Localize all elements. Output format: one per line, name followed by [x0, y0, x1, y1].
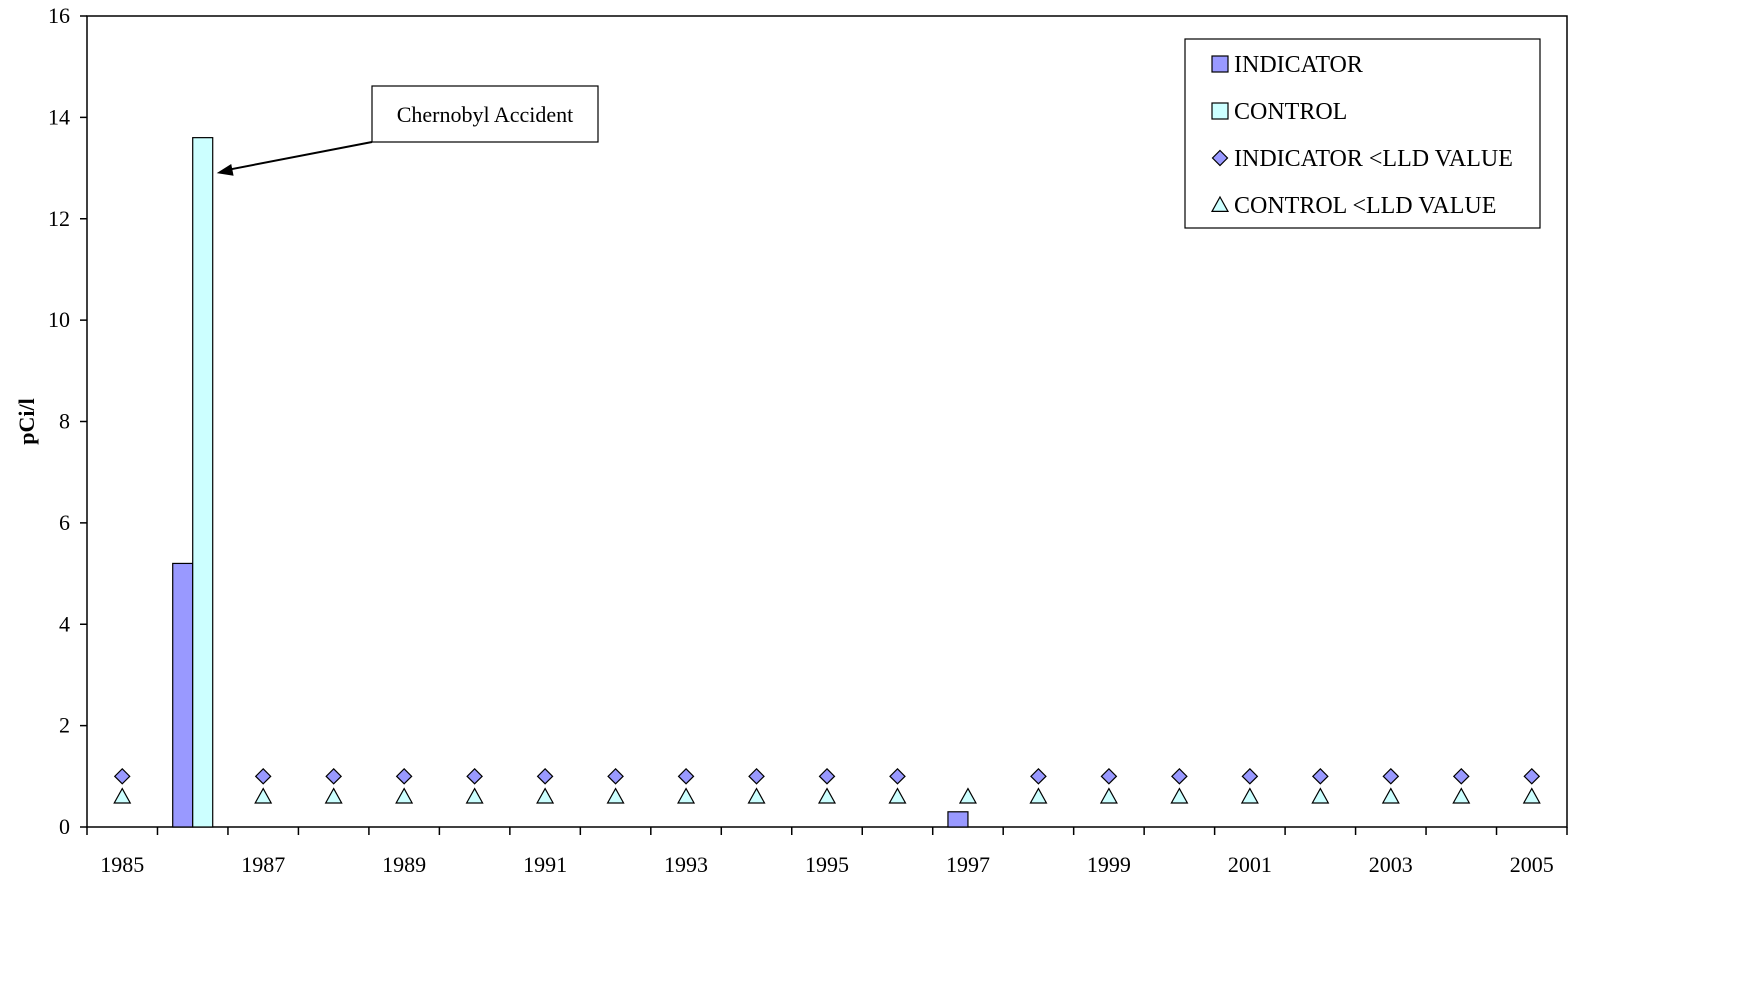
x-tick-label: 1987: [241, 852, 285, 877]
legend-box: [1184, 38, 1541, 229]
marker-indicator-lld-1989: [395, 767, 413, 785]
marker-indicator-lld-1996: [889, 767, 906, 785]
x-tick-label: 1993: [664, 852, 708, 877]
bar-indicator-1986: [172, 562, 194, 828]
marker-control-lld-1993: [677, 787, 696, 804]
x-tick-label: 1999: [1087, 852, 1131, 877]
legend-swatch-control-lld-value: [1210, 195, 1230, 212]
marker-indicator-lld-2003: [1382, 767, 1400, 785]
x-tick-label: 1991: [523, 852, 567, 877]
marker-control-lld-1997: [958, 787, 977, 804]
x-tick-label: 1997: [946, 852, 990, 877]
x-tick-label: 1995: [805, 852, 849, 877]
marker-control-lld-1992: [606, 787, 625, 804]
annotation-arrow-line: [226, 141, 373, 172]
y-tick-label: 10: [48, 307, 70, 332]
marker-indicator-lld-1999: [1100, 767, 1118, 785]
y-tick-label: 6: [59, 510, 70, 535]
marker-indicator-lld-1993: [677, 767, 695, 785]
marker-control-lld-1995: [817, 787, 837, 804]
marker-indicator-lld-2005: [1523, 767, 1541, 785]
legend-label-indicator-lld-value: INDICATOR <LLD VALUE: [1234, 146, 1513, 172]
marker-control-lld-1991: [536, 787, 555, 804]
marker-indicator-lld-1987: [254, 767, 272, 785]
y-tick-label: 8: [59, 409, 70, 434]
x-tick-label: 2001: [1228, 852, 1272, 877]
marker-control-lld-2005: [1522, 787, 1541, 804]
marker-indicator-lld-1998: [1030, 767, 1047, 785]
marker-indicator-lld-1985: [113, 767, 131, 785]
marker-indicator-lld-1995: [818, 767, 836, 785]
marker-control-lld-1994: [747, 787, 766, 804]
marker-control-lld-1996: [888, 787, 907, 804]
y-tick-label: 4: [59, 611, 70, 636]
annotation-box: [371, 85, 599, 143]
marker-indicator-lld-1992: [607, 767, 624, 785]
marker-control-lld-1988: [324, 787, 343, 804]
marker-control-lld-2004: [1452, 787, 1471, 804]
x-tick-label: 1989: [382, 852, 426, 877]
bar-control-1986: [192, 137, 214, 828]
marker-indicator-lld-1990: [466, 767, 483, 785]
marker-indicator-lld-1994: [748, 767, 765, 785]
legend-swatch-control: [1211, 102, 1229, 120]
marker-control-lld-1990: [465, 787, 484, 804]
marker-control-lld-2003: [1381, 787, 1400, 804]
y-tick-label: 14: [48, 104, 70, 129]
marker-indicator-lld-2001: [1241, 767, 1259, 785]
marker-control-lld-2001: [1240, 787, 1259, 804]
marker-control-lld-1989: [395, 787, 414, 804]
x-tick-label: 2003: [1369, 852, 1413, 877]
legend-label-indicator: INDICATOR: [1234, 52, 1363, 78]
marker-indicator-lld-1991: [536, 767, 554, 785]
marker-indicator-lld-2002: [1311, 767, 1329, 785]
marker-indicator-lld-2000: [1171, 767, 1188, 785]
marker-control-lld-1987: [254, 787, 273, 804]
y-tick-label: 16: [48, 3, 70, 28]
marker-control-lld-1999: [1099, 787, 1118, 804]
annotation-arrow-head: [216, 164, 234, 176]
marker-control-lld-2000: [1170, 787, 1189, 804]
y-tick-label: 12: [48, 206, 70, 231]
legend-swatch-indicator: [1211, 55, 1229, 73]
legend-swatch-indicator-lld-value: [1211, 149, 1229, 167]
y-axis-title: pCi/l: [14, 398, 39, 444]
annotation-label: Chernobyl Accident: [397, 102, 574, 127]
bar-indicator-1997: [947, 811, 969, 828]
legend-label-control: CONTROL: [1234, 99, 1347, 125]
x-tick-label: 1985: [100, 852, 144, 877]
marker-indicator-lld-2004: [1452, 767, 1470, 785]
x-tick-label: 2005: [1510, 852, 1554, 877]
marker-control-lld-1985: [113, 787, 132, 804]
y-tick-label: 2: [59, 713, 70, 738]
marker-control-lld-2002: [1311, 787, 1330, 804]
marker-control-lld-1998: [1029, 787, 1048, 804]
legend-label-control-lld-value: CONTROL <LLD VALUE: [1234, 193, 1496, 219]
marker-indicator-lld-1988: [325, 767, 343, 785]
y-tick-label: 0: [59, 814, 70, 839]
